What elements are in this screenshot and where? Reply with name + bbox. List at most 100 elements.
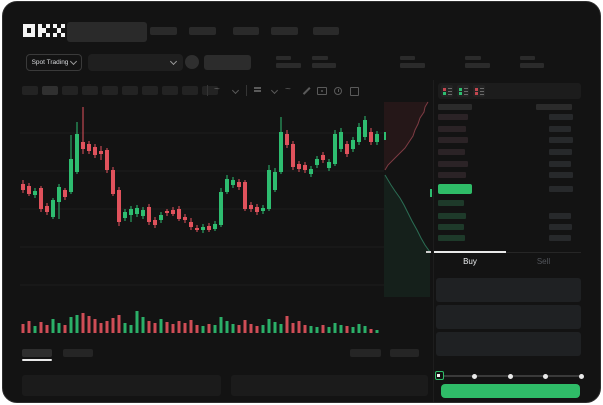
layout-combined-icon[interactable]	[441, 85, 453, 97]
clock-icon[interactable]	[333, 85, 343, 96]
timeframe-button-1[interactable]	[22, 86, 38, 95]
slider-stop-4[interactable]	[578, 373, 584, 379]
nav-item-1[interactable]	[150, 27, 177, 35]
trade-input-3[interactable]	[436, 332, 581, 356]
volume-bar	[273, 322, 277, 333]
slider-stop-3[interactable]	[543, 373, 548, 379]
ask-amount-bar	[549, 161, 571, 167]
logo-pixel	[38, 24, 42, 29]
volume-bar	[303, 325, 307, 333]
avatar[interactable]	[185, 55, 199, 69]
depth-green-tick	[430, 189, 432, 197]
pair-selector[interactable]	[88, 54, 183, 71]
candle-body	[219, 192, 223, 225]
volume-bar	[243, 320, 247, 333]
volume-bar	[189, 320, 193, 333]
timeframe-button-5[interactable]	[102, 86, 118, 95]
nav-item-2[interactable]	[189, 27, 216, 35]
volume-bar	[123, 323, 127, 333]
tab-buy[interactable]: Buy	[463, 257, 477, 266]
bid-price-bar	[438, 213, 466, 219]
market-type-selector[interactable]: Spot Trading	[26, 54, 82, 71]
timeframe-button-2[interactable]	[42, 86, 58, 95]
chart-footer-tab-2[interactable]	[63, 349, 93, 357]
ticker-stat-2	[312, 56, 336, 68]
buy-submit-button[interactable]	[441, 384, 580, 398]
layout-asks-icon[interactable]	[473, 85, 485, 97]
volume-bar	[147, 321, 151, 333]
nav-item-3[interactable]	[233, 27, 259, 35]
candle-body	[345, 144, 349, 154]
volume-bar	[219, 317, 223, 333]
volume-bar	[213, 325, 217, 333]
candle-body	[375, 134, 379, 142]
wave-icon[interactable]	[214, 84, 224, 96]
volume-bar	[195, 325, 199, 333]
candle-body	[291, 144, 295, 167]
candlestick-chart[interactable]	[20, 94, 384, 342]
ask-amount-bar	[549, 114, 573, 120]
stat-label-bar	[276, 56, 291, 60]
volume-bar	[45, 325, 49, 333]
logo-pixel	[57, 28, 61, 33]
candle-body	[21, 184, 25, 190]
logo-pixel	[53, 32, 57, 38]
logo-pixel	[27, 32, 31, 38]
header-action-button[interactable]	[204, 55, 251, 70]
volume-bar	[225, 321, 229, 333]
candle-body	[213, 224, 217, 229]
volume-bar	[351, 327, 355, 333]
volume-bar	[249, 324, 253, 333]
logo-pixel	[46, 32, 50, 38]
trade-input-2[interactable]	[436, 305, 581, 329]
candle-body	[285, 134, 289, 145]
market-type-label: Spot Trading	[31, 59, 69, 66]
nav-item-4[interactable]	[271, 27, 298, 35]
candle-body	[123, 212, 127, 218]
volume-bar	[135, 311, 139, 333]
candle-body	[327, 162, 331, 168]
chart-footer-tab-1[interactable]	[22, 349, 52, 357]
ask-price-bar	[438, 161, 468, 167]
volume-bar	[171, 324, 175, 333]
icon-color-top	[459, 87, 462, 91]
slider-handle[interactable]	[434, 371, 444, 380]
camera-icon[interactable]	[317, 85, 327, 96]
chart-footer-action-2[interactable]	[390, 349, 419, 357]
candle-body	[141, 210, 145, 216]
candle-body	[177, 209, 181, 219]
volume-bar	[255, 326, 259, 333]
timeframe-button-4[interactable]	[82, 86, 98, 95]
volume-bar	[81, 313, 85, 333]
buy-tab-indicator	[434, 251, 506, 253]
layout-bids-icon[interactable]	[457, 85, 469, 97]
trade-input-1[interactable]	[436, 278, 581, 302]
search-input[interactable]	[67, 22, 147, 42]
nav-item-5[interactable]	[313, 27, 339, 35]
chart-footer-action-1[interactable]	[350, 349, 381, 357]
candle-body	[183, 217, 187, 220]
slider-stop-2[interactable]	[507, 373, 513, 379]
timeframe-button-9[interactable]	[182, 86, 198, 95]
last-price-amount-bar	[549, 186, 573, 192]
timeframe-button-3[interactable]	[62, 86, 78, 95]
slider-stop-1[interactable]	[472, 373, 477, 379]
candle-body	[33, 191, 37, 195]
wave-icon[interactable]	[285, 84, 295, 96]
candle-body	[99, 151, 103, 154]
timeframe-button-6[interactable]	[122, 86, 138, 95]
tab-sell[interactable]: Sell	[536, 257, 551, 266]
timeframe-button-7[interactable]	[142, 86, 158, 95]
fullscreen-icon[interactable]	[349, 85, 359, 96]
timeframe-button-10[interactable]	[202, 86, 218, 95]
okx-logo[interactable]	[23, 24, 65, 38]
logo-pixel	[31, 24, 35, 29]
bid-amount-bar	[549, 213, 571, 219]
last-price-indicator[interactable]	[438, 184, 472, 194]
candle-body	[333, 134, 337, 164]
icon-color-bottom	[475, 91, 478, 95]
candle-body	[255, 207, 259, 212]
indicator-icon[interactable]	[253, 85, 263, 96]
timeframe-button-8[interactable]	[162, 86, 178, 95]
